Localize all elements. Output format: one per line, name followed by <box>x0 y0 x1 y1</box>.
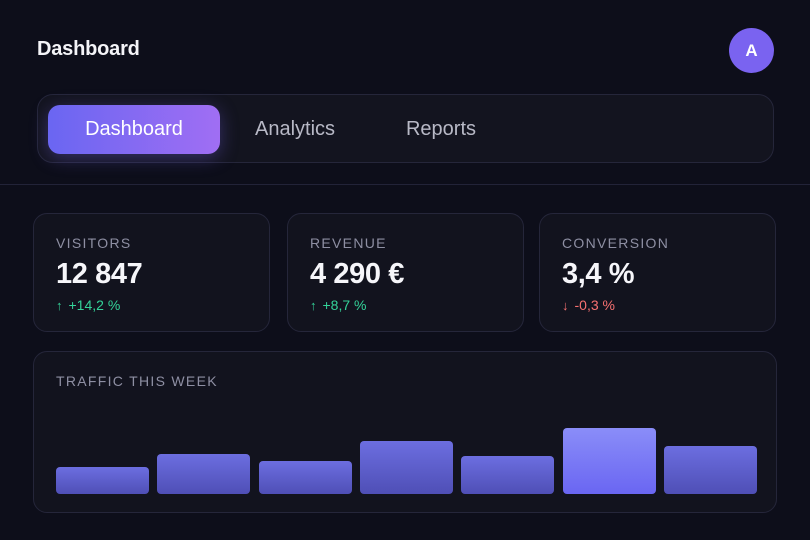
stat-label: REVENUE <box>310 235 387 251</box>
stat-label: CONVERSION <box>562 235 670 251</box>
arrow-up-icon: ↑ <box>310 297 317 313</box>
arrow-down-icon: ↓ <box>562 297 569 313</box>
stat-value: 12 847 <box>56 258 143 290</box>
chart-bar <box>56 467 149 494</box>
stat-label: VISITORS <box>56 235 132 251</box>
stat-value: 4 290 € <box>310 258 404 290</box>
arrow-up-icon: ↑ <box>56 297 63 313</box>
chart-bar <box>663 446 757 494</box>
stat-delta-value: -0,3 % <box>574 297 615 313</box>
page-title: Dashboard <box>37 38 140 60</box>
stat-delta: ↑ +8,7 % <box>310 297 366 313</box>
header-divider <box>0 184 810 185</box>
avatar[interactable]: A <box>729 28 774 73</box>
stat-delta: ↓ -0,3 % <box>562 297 615 313</box>
header: Dashboard A Dashboard Analytics Reports <box>0 0 810 185</box>
stat-card-visitors: VISITORS 12 847 ↑ +14,2 % <box>33 213 270 332</box>
tab-reports[interactable]: Reports <box>405 118 477 140</box>
stat-value: 3,4 % <box>562 258 635 290</box>
chart-bar <box>258 461 352 494</box>
tab-analytics[interactable]: Analytics <box>254 118 336 140</box>
panel-title: TRAFFIC THIS WEEK <box>56 373 218 389</box>
stat-card-revenue: REVENUE 4 290 € ↑ +8,7 % <box>287 213 524 332</box>
chart-bar <box>461 456 555 494</box>
chart-bar <box>562 428 656 494</box>
stat-delta: ↑ +14,2 % <box>56 297 120 313</box>
stat-delta-value: +14,2 % <box>68 297 121 313</box>
chart-bar <box>157 454 251 494</box>
stat-card-conversion: CONVERSION 3,4 % ↓ -0,3 % <box>539 213 776 332</box>
traffic-panel: TRAFFIC THIS WEEK <box>33 351 777 513</box>
tab-bar: Dashboard Analytics Reports <box>37 94 774 163</box>
chart-bar <box>359 441 453 494</box>
tab-dashboard[interactable]: Dashboard <box>48 105 220 154</box>
traffic-chart <box>56 412 757 494</box>
stat-delta-value: +8,7 % <box>322 297 367 313</box>
